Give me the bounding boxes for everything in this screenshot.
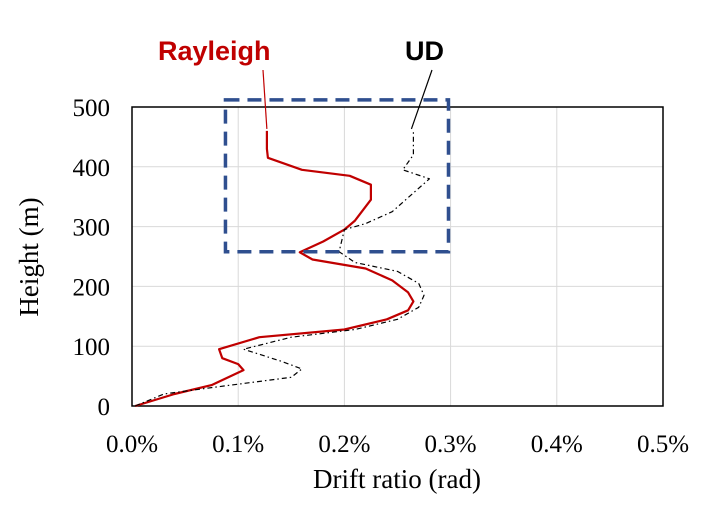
y-axis-title: Height (m): [14, 197, 44, 316]
y-tick-label: 500: [73, 95, 111, 122]
x-tick-label: 0.2%: [318, 431, 370, 458]
x-tick-label: 0.0%: [106, 431, 158, 458]
grid-lines: [131, 106, 664, 407]
x-tick-label: 0.4%: [531, 431, 583, 458]
series-layer: [134, 130, 430, 408]
ud-label: UD: [405, 36, 444, 66]
highlight-box: [223, 98, 451, 254]
y-tick-label: 200: [73, 274, 111, 301]
y-tick-label: 400: [73, 155, 111, 182]
plot-area-frame: [131, 106, 664, 407]
x-tick-labels: 0.0% 0.1% 0.2% 0.3% 0.4% 0.5%: [106, 431, 689, 458]
y-tick-label: 100: [73, 334, 111, 361]
x-tick-label: 0.1%: [212, 431, 264, 458]
x-axis-title: Drift ratio (rad): [313, 464, 481, 494]
y-tick-label: 0: [98, 394, 111, 421]
y-tick-label: 300: [73, 215, 111, 242]
rayleigh-leader-line: [262, 69, 268, 129]
x-tick-label: 0.5%: [637, 431, 689, 458]
ud-series-line: [134, 130, 430, 407]
y-tick-labels: 0 100 200 300 400 500: [73, 95, 111, 421]
ud-leader-line: [410, 69, 433, 130]
rayleigh-label: Rayleigh: [158, 36, 271, 66]
x-tick-label: 0.3%: [425, 431, 477, 458]
rayleigh-series-line: [134, 130, 415, 408]
